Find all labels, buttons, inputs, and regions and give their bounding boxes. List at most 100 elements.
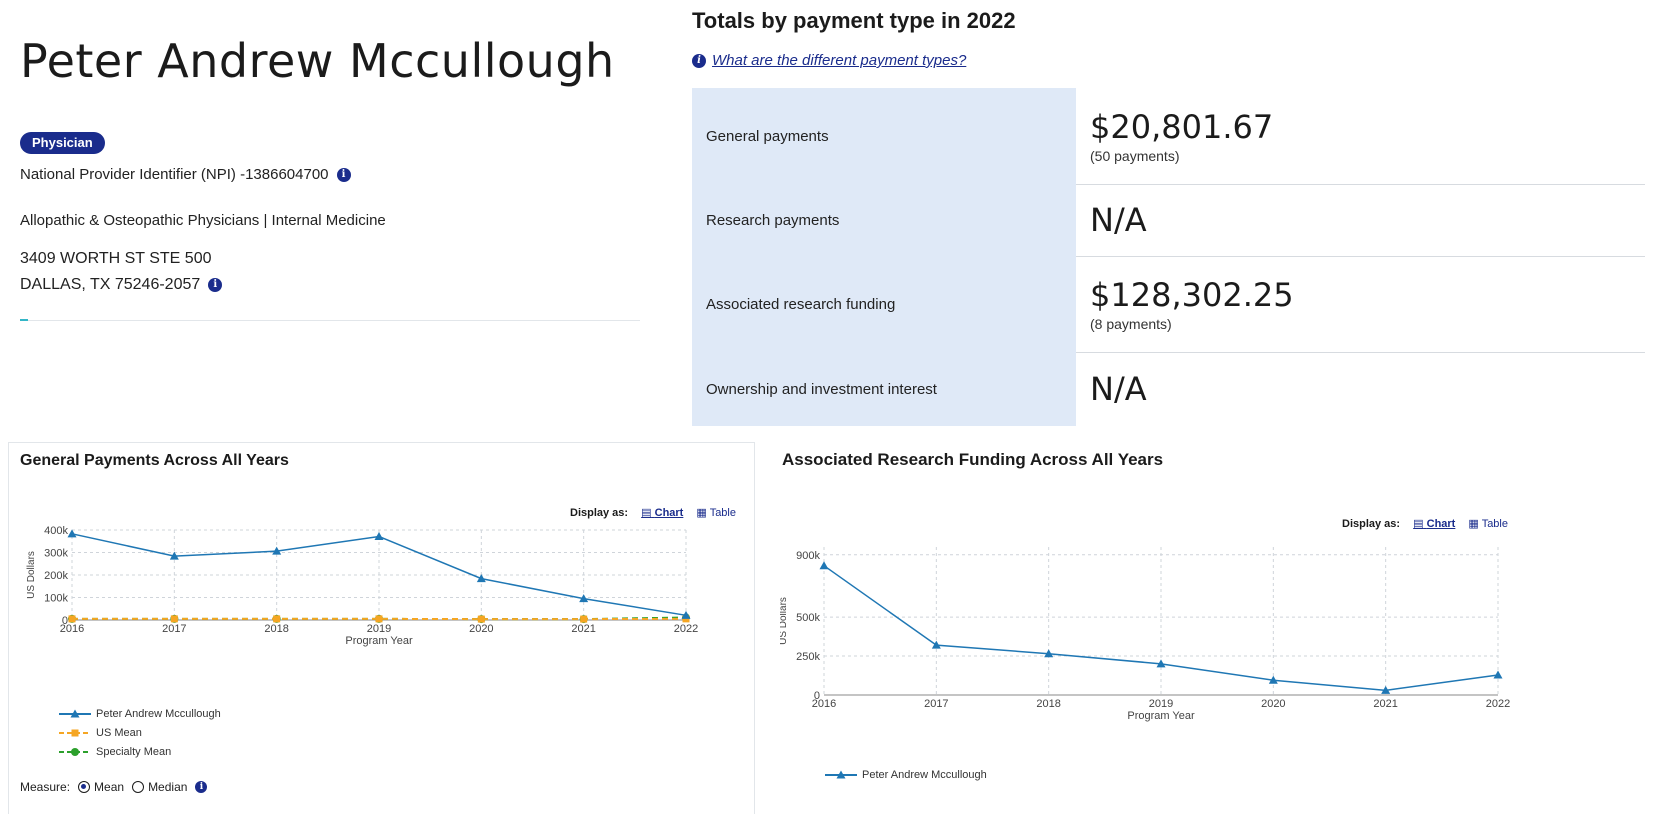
legend-item[interactable]: Peter Andrew Mccullough	[824, 765, 987, 784]
data-point	[476, 574, 486, 583]
data-point	[272, 546, 282, 555]
legend-swatch	[59, 729, 91, 736]
data-point	[68, 615, 76, 623]
y-tick-label: 300k	[44, 548, 68, 560]
provider-type-badge: Physician	[20, 132, 105, 154]
totals-row-associated-research: Associated research funding $128,302.25 …	[692, 256, 1645, 353]
x-tick-label: 2019	[1149, 698, 1173, 710]
data-point	[67, 529, 77, 538]
legend-swatch-marker	[70, 709, 80, 717]
totals-value-cell: N/A	[1076, 352, 1645, 426]
totals-amount: $20,801.67	[1090, 107, 1274, 146]
data-point	[1493, 670, 1503, 679]
research-chart-title: Associated Research Funding Across All Y…	[782, 450, 1164, 469]
research-chart-legend: Peter Andrew Mccullough	[824, 765, 987, 784]
y-tick-label: 250k	[796, 651, 820, 663]
data-point	[579, 594, 589, 603]
display-as-label: Display as:	[570, 507, 629, 519]
totals-amount: N/A	[1090, 201, 1147, 239]
legend-item[interactable]: Peter Andrew Mccullough	[58, 704, 221, 723]
data-point	[375, 615, 383, 623]
display-as-label: Display as:	[1342, 518, 1401, 530]
median-radio-label[interactable]: Median	[148, 780, 188, 794]
research-chart-toggle[interactable]: ▤ Chart	[1413, 518, 1455, 530]
research-display-as: Display as: ▤ Chart ▦ Table	[1342, 517, 1508, 530]
address-line-1: 3409 WORTH ST STE 500	[20, 250, 212, 267]
y-tick-label: 400k	[44, 525, 68, 537]
specialty-text: Allopathic & Osteopathic Physicians | In…	[20, 212, 386, 229]
general-chart-title: General Payments Across All Years	[20, 452, 289, 469]
legend-swatch	[59, 709, 91, 717]
totals-count: (50 payments)	[1090, 147, 1180, 164]
totals-label: Associated research funding	[692, 256, 1076, 352]
data-point	[169, 551, 179, 560]
help-info-icon: i	[692, 54, 706, 69]
data-point	[1156, 659, 1166, 668]
research-table-toggle[interactable]: ▦ Table	[1468, 518, 1508, 530]
general-chart-toggle[interactable]: ▤ Chart	[641, 507, 683, 519]
profile-divider	[20, 320, 640, 321]
x-axis-label: Program Year	[345, 635, 413, 647]
median-radio[interactable]	[132, 781, 145, 793]
x-axis-label: Program Year	[1127, 710, 1195, 722]
totals-amount: N/A	[1090, 370, 1147, 409]
totals-label: Ownership and investment interest	[692, 352, 1076, 426]
general-payments-panel	[8, 442, 755, 814]
x-tick-label: 2019	[367, 623, 391, 635]
x-tick-label: 2018	[264, 623, 288, 635]
y-tick-label: 200k	[44, 570, 68, 582]
totals-value-cell: $128,302.25 (8 payments)	[1076, 256, 1645, 353]
table-icon: ▦	[696, 507, 707, 519]
legend-swatch-marker	[71, 747, 79, 756]
legend-item[interactable]: Specialty Mean	[58, 742, 221, 761]
data-point	[170, 615, 178, 623]
payment-types-help-text[interactable]: What are the different payment types?	[712, 52, 967, 69]
table-toggle-label: Table	[709, 507, 736, 519]
legend-label: Specialty Mean	[96, 745, 172, 758]
x-tick-label: 2021	[1373, 698, 1397, 710]
y-tick-label: 900k	[796, 550, 820, 562]
general-table-toggle[interactable]: ▦ Table	[696, 507, 736, 519]
data-point	[681, 610, 691, 619]
payment-types-help-link[interactable]: i What are the different payment types?	[692, 52, 966, 69]
totals-label: General payments	[692, 88, 1076, 184]
measure-info-icon[interactable]: i	[195, 781, 208, 793]
chart-icon: ▤	[1413, 518, 1424, 530]
x-tick-label: 2021	[571, 623, 595, 635]
data-point	[580, 615, 588, 623]
general-chart-legend: Peter Andrew Mccullough US Mean Specialty …	[58, 704, 221, 761]
x-tick-label: 2017	[924, 698, 948, 710]
mean-radio[interactable]	[78, 781, 91, 793]
npi-info-icon[interactable]: i	[336, 168, 351, 183]
data-point	[477, 615, 485, 623]
y-tick-label: 100k	[44, 593, 68, 605]
totals-label: Research payments	[692, 184, 1076, 256]
x-tick-label: 2020	[1261, 698, 1285, 710]
totals-value-cell: $20,801.67 (50 payments)	[1076, 88, 1645, 185]
mean-radio-label[interactable]: Mean	[94, 780, 125, 794]
totals-row-general: General payments $20,801.67 (50 payments…	[692, 88, 1645, 185]
y-tick-label: 500k	[796, 612, 820, 624]
totals-row-ownership: Ownership and investment interest N/A	[692, 352, 1645, 426]
x-tick-label: 2020	[469, 623, 493, 635]
research-funding-chart: 0 250k 500k 900k 2016 2017 2018 2019 2020 2021 202…	[780, 547, 1510, 722]
x-tick-label: 2018	[1036, 698, 1060, 710]
legend-item[interactable]: US Mean	[58, 723, 221, 742]
npi-text: National Provider Identifier (NPI) -1386…	[20, 166, 329, 183]
legend-swatch-marker	[836, 770, 846, 778]
data-point	[1044, 649, 1054, 658]
measure-label: Measure:	[20, 780, 71, 794]
data-point	[682, 615, 690, 623]
profile-name: Peter Andrew Mccullough	[20, 34, 615, 88]
npi-line: National Provider Identifier (NPI) -1386…	[20, 166, 351, 183]
general-display-as: Display as: ▤ Chart ▦ Table	[570, 506, 736, 519]
chart-icon: ▤	[641, 507, 652, 519]
address-info-icon[interactable]: i	[208, 277, 223, 292]
x-tick-label: 2016	[812, 698, 836, 710]
totals-value-cell: N/A	[1076, 184, 1645, 257]
data-point	[931, 640, 941, 649]
data-point	[819, 561, 829, 570]
totals-count: (8 payments)	[1090, 316, 1172, 332]
y-tick-label: 0	[814, 690, 820, 702]
chart-toggle-label: Chart	[654, 507, 684, 519]
